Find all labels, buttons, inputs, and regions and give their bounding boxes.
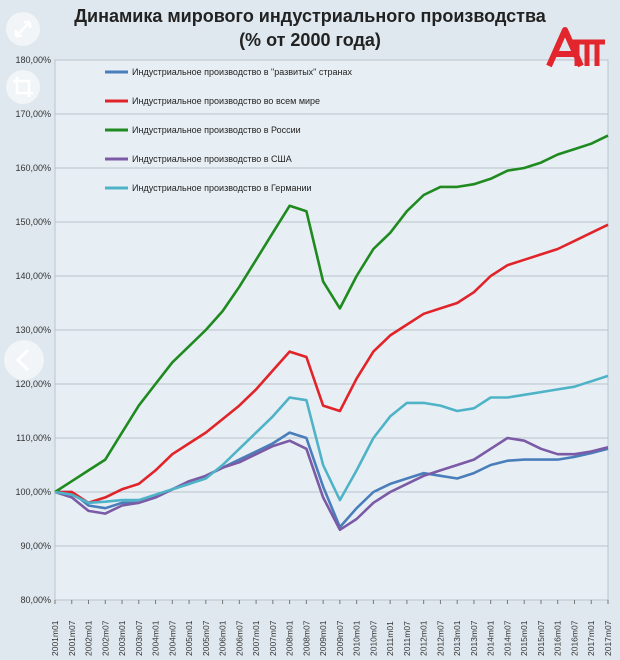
y-tick-label: 180,00% xyxy=(15,55,51,65)
series-line-2 xyxy=(54,134,609,494)
x-tick-label: 2016m01 xyxy=(553,620,563,656)
x-tick-label: 2001m07 xyxy=(67,620,77,656)
y-tick-label: 130,00% xyxy=(15,325,51,335)
x-tick-label: 2014m07 xyxy=(502,620,512,656)
grid xyxy=(54,59,609,601)
x-tick-label: 2015m01 xyxy=(519,620,529,656)
x-tick-label: 2005m07 xyxy=(201,620,211,656)
x-tick-label: 2008m01 xyxy=(285,620,295,656)
crop-button[interactable] xyxy=(6,70,40,104)
x-tick-label: 2005m01 xyxy=(184,620,194,656)
previous-button[interactable] xyxy=(4,340,44,380)
series-group xyxy=(54,134,609,532)
crop-icon xyxy=(13,77,33,97)
series-line-3 xyxy=(54,436,609,532)
x-tick-label: 2011m07 xyxy=(402,621,412,656)
x-tick-label: 2014m01 xyxy=(486,620,496,656)
x-tick-label: 2001m01 xyxy=(50,620,60,656)
y-tick-label: 150,00% xyxy=(15,217,51,227)
expand-icon xyxy=(14,20,32,38)
legend-label: Индустриальное производство в России xyxy=(132,125,301,135)
x-tick-label: 2012m01 xyxy=(419,620,429,656)
legend: Индустриальное производство в "развитых"… xyxy=(105,67,352,193)
logo-icon xyxy=(546,27,605,68)
x-tick-label: 2012m07 xyxy=(435,620,445,656)
x-tick-label: 2008m07 xyxy=(301,620,311,656)
x-tick-label: 2004m07 xyxy=(167,620,177,656)
x-tick-label: 2002m07 xyxy=(100,620,110,656)
x-tick-label: 2002m01 xyxy=(84,620,94,656)
y-tick-label: 140,00% xyxy=(15,271,51,281)
legend-label: Индустриальное производство в Германии xyxy=(132,183,312,193)
chart-title-line1: Динамика мирового индустриального произв… xyxy=(74,6,546,26)
x-tick-label: 2007m07 xyxy=(268,620,278,656)
y-tick-label: 110,00% xyxy=(16,433,51,443)
x-tick-label: 2016m07 xyxy=(569,620,579,656)
x-tick-label: 2010m07 xyxy=(368,620,378,656)
x-tick-label: 2009m07 xyxy=(335,620,345,656)
series-line-1 xyxy=(55,223,609,505)
x-tick-label: 2006m01 xyxy=(218,620,228,656)
x-tick-label: 2003m07 xyxy=(134,620,144,656)
chevron-left-icon xyxy=(15,348,30,372)
x-tick-label: 2004m01 xyxy=(151,620,161,656)
x-tick-label: 2003m01 xyxy=(117,620,127,656)
x-tick-label: 2007m01 xyxy=(251,620,261,656)
x-tick-label: 2013m01 xyxy=(452,620,462,656)
series-line-4 xyxy=(54,374,609,505)
x-tick-label: 2015m07 xyxy=(536,620,546,656)
x-tick-label: 2009m01 xyxy=(318,620,328,656)
y-tick-label: 100,00% xyxy=(15,487,51,497)
x-tick-label: 2010m01 xyxy=(352,620,362,656)
x-tick-label: 2011m01 xyxy=(385,621,395,656)
y-axis: 80,00% 90,00% 100,00% 110,00% 120,00% 130,00%… xyxy=(15,55,51,605)
x-tick-label: 2006m07 xyxy=(234,620,244,656)
x-tick-label: 2013m07 xyxy=(469,620,479,656)
legend-label: Индустриальное производство во всем мире xyxy=(132,96,320,106)
expand-button[interactable] xyxy=(6,12,40,46)
x-axis: 2001m01 2001m07 2002m01 2002m07 2003m01 2003m… xyxy=(50,600,613,656)
legend-label: Индустриальное производство в США xyxy=(132,154,292,164)
x-tick-label: 2017m07 xyxy=(603,620,613,656)
legend-label: Индустриальное производство в "развитых"… xyxy=(132,67,352,77)
y-tick-label: 80,00% xyxy=(20,595,51,605)
y-tick-label: 90,00% xyxy=(20,541,51,551)
x-tick-label: 2017m01 xyxy=(586,620,596,656)
y-tick-label: 160,00% xyxy=(15,163,51,173)
y-tick-label: 120,00% xyxy=(15,379,51,389)
chart-title-line2: (% от 2000 года) xyxy=(239,30,381,50)
y-tick-label: 170,00% xyxy=(15,109,51,119)
